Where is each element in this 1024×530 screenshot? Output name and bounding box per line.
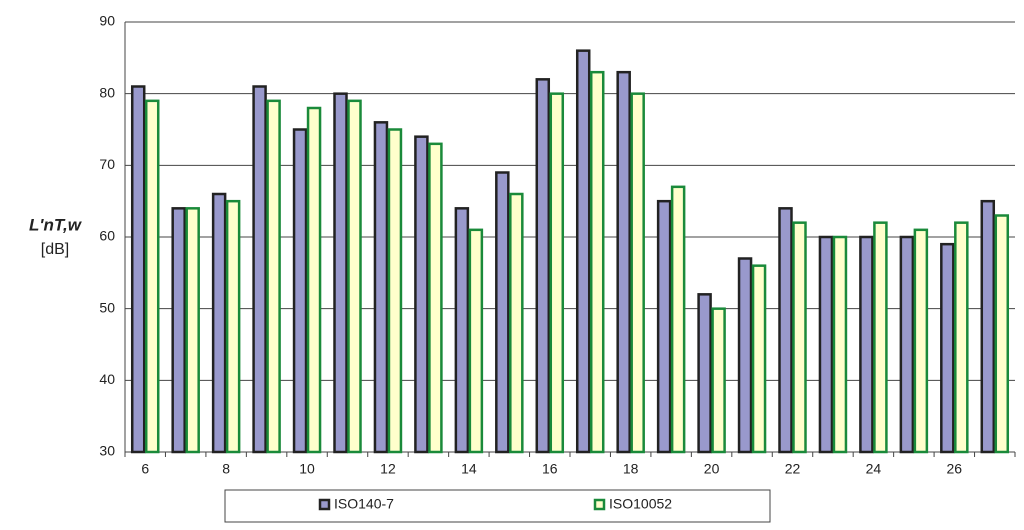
legend-label: ISO140-7 xyxy=(334,496,394,512)
bar xyxy=(656,199,672,454)
bar xyxy=(225,199,241,454)
bar xyxy=(832,235,848,454)
bar xyxy=(697,293,712,454)
bar xyxy=(737,257,753,454)
x-tick-label: 24 xyxy=(866,461,882,477)
bar xyxy=(792,221,807,454)
bar xyxy=(589,70,605,454)
bar xyxy=(873,221,888,454)
legend-swatch xyxy=(593,498,606,511)
x-tick-label: 10 xyxy=(299,461,315,477)
x-tick-label: 18 xyxy=(623,461,639,477)
bar xyxy=(630,92,645,454)
y-axis-label: L'nT,w xyxy=(29,215,83,234)
bar xyxy=(144,99,160,454)
bar xyxy=(333,92,348,454)
bar xyxy=(292,128,308,454)
x-tick-label: 22 xyxy=(785,461,801,477)
bar xyxy=(185,207,200,454)
bar xyxy=(495,171,510,454)
x-tick-label: 20 xyxy=(704,461,720,477)
y-tick-label: 90 xyxy=(99,13,115,29)
bar xyxy=(980,199,996,454)
bar xyxy=(373,121,389,454)
bar xyxy=(616,70,631,454)
bar xyxy=(778,207,793,454)
bar xyxy=(509,192,524,454)
bar xyxy=(306,106,322,454)
y-tick-label: 60 xyxy=(99,228,115,244)
x-tick-label: 14 xyxy=(461,461,477,477)
bar xyxy=(211,192,227,454)
bar xyxy=(549,92,565,454)
bar xyxy=(347,99,362,454)
bar xyxy=(994,214,1010,454)
bar xyxy=(130,85,146,454)
bar xyxy=(954,221,969,454)
bar xyxy=(711,307,726,454)
bar xyxy=(859,235,874,454)
y-tick-label: 40 xyxy=(99,371,115,387)
x-tick-label: 12 xyxy=(380,461,396,477)
bar xyxy=(266,99,281,454)
bar xyxy=(899,235,915,454)
bar xyxy=(387,128,403,454)
bar xyxy=(414,135,429,454)
bar xyxy=(535,78,551,454)
bar xyxy=(751,264,767,454)
bar xyxy=(913,228,929,454)
y-tick-label: 50 xyxy=(99,299,115,315)
legend-box xyxy=(224,489,771,523)
y-tick-label: 80 xyxy=(99,84,115,100)
legend-swatch xyxy=(318,498,331,511)
bar xyxy=(252,85,267,454)
x-tick-label: 16 xyxy=(542,461,558,477)
bar xyxy=(670,185,686,454)
x-tick-label: 8 xyxy=(222,461,230,477)
bar xyxy=(454,207,470,454)
y-axis-unit: [dB] xyxy=(41,241,69,258)
bar xyxy=(940,242,955,454)
bar xyxy=(818,235,834,454)
y-tick-label: 30 xyxy=(99,443,115,459)
legend-label: ISO10052 xyxy=(609,496,672,512)
bar xyxy=(575,49,591,454)
y-tick-label: 70 xyxy=(99,156,115,172)
bar xyxy=(428,142,443,454)
bar xyxy=(171,207,186,454)
bar xyxy=(468,228,484,454)
x-tick-label: 26 xyxy=(947,461,963,477)
x-tick-label: 6 xyxy=(141,461,149,477)
